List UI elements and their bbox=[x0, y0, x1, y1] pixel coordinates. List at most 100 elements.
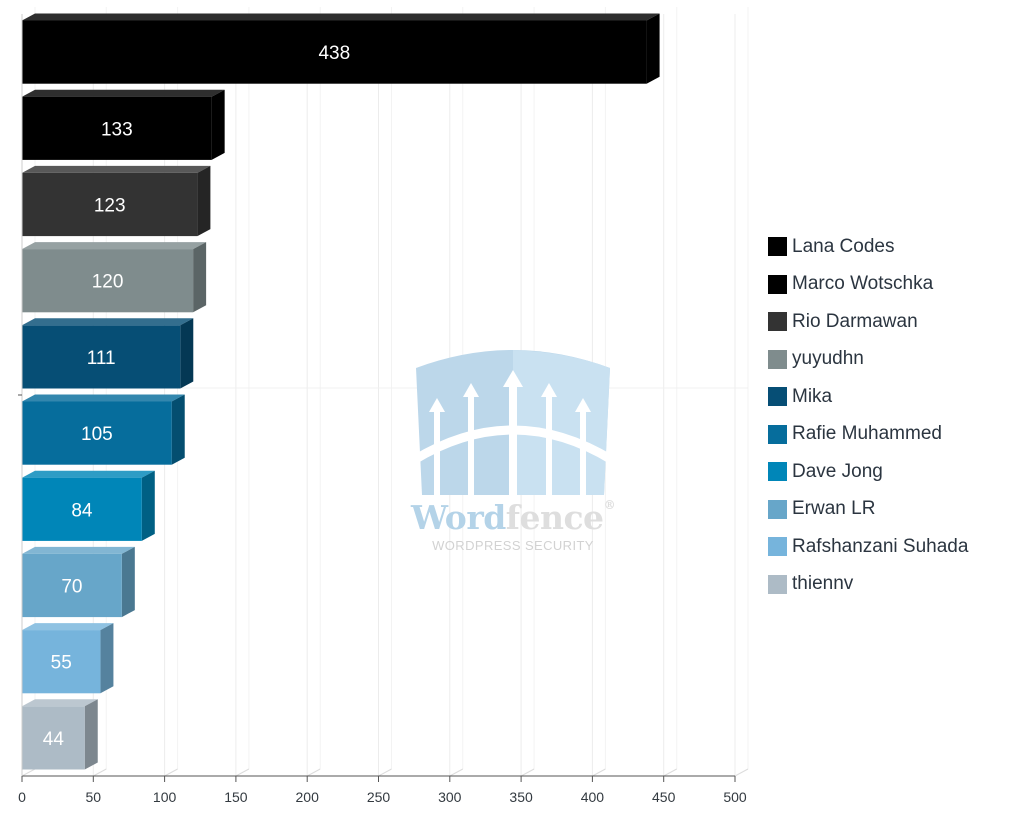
x-tick-label: 0 bbox=[18, 789, 26, 805]
legend-swatch bbox=[768, 424, 787, 444]
x-tick-label: 350 bbox=[509, 789, 533, 805]
legend-swatch bbox=[768, 574, 787, 594]
legend-swatch bbox=[768, 462, 787, 482]
bar-top-face bbox=[22, 165, 211, 173]
bars bbox=[22, 13, 660, 770]
legend-label: Marco Wotschka bbox=[792, 273, 934, 295]
bar-value-label: 133 bbox=[101, 119, 133, 140]
bar bbox=[22, 89, 225, 160]
bar-value-label: 120 bbox=[92, 272, 124, 293]
bar-top-face bbox=[22, 470, 155, 478]
legend-label: Erwan LR bbox=[792, 498, 876, 520]
bar-front-face bbox=[22, 172, 198, 237]
bar-side-face bbox=[121, 546, 135, 618]
bar-front-face bbox=[22, 706, 85, 770]
legend-label: thiennv bbox=[792, 573, 854, 595]
bar-value-label: 55 bbox=[51, 653, 72, 674]
bar bbox=[22, 394, 185, 465]
x-tick-label: 500 bbox=[723, 789, 747, 805]
bar-side-face bbox=[141, 470, 155, 541]
legend-item: yuyudhn bbox=[768, 341, 968, 379]
legend-swatch bbox=[768, 349, 787, 369]
bar-top-face bbox=[22, 394, 185, 402]
legend-item: Rafshanzani Suhada bbox=[768, 528, 968, 566]
legend-swatch bbox=[768, 537, 787, 557]
legend-swatch bbox=[768, 312, 787, 332]
grid-floor-line bbox=[734, 768, 749, 777]
bar-front-face bbox=[22, 477, 142, 541]
bar-front-face bbox=[22, 630, 101, 694]
x-tick-label: 150 bbox=[224, 789, 248, 805]
bar-side-face bbox=[211, 89, 225, 160]
bar-value-label: 105 bbox=[81, 424, 113, 445]
legend-swatch bbox=[768, 387, 787, 407]
grid-floor-line bbox=[93, 768, 107, 777]
legend-swatch bbox=[768, 499, 787, 519]
grid-floor-line bbox=[520, 768, 535, 777]
x-tick-label: 100 bbox=[153, 789, 177, 805]
bar-value-label: 70 bbox=[61, 577, 82, 598]
grid-floor-line bbox=[235, 768, 250, 777]
x-tick-label: 300 bbox=[438, 789, 462, 805]
grid-floor-line bbox=[306, 768, 321, 777]
bar-top-face bbox=[22, 546, 135, 554]
bar bbox=[22, 318, 194, 389]
bar-value-label: 123 bbox=[94, 196, 126, 217]
legend-label: yuyudhn bbox=[792, 348, 864, 370]
legend-label: Rafie Muhammed bbox=[792, 423, 942, 445]
bar-value-label: 44 bbox=[43, 729, 65, 750]
legend-item: Marco Wotschka bbox=[768, 266, 968, 304]
bar-value-label: 438 bbox=[318, 43, 350, 64]
bar-value-label: 111 bbox=[87, 348, 116, 369]
grid-floor-line bbox=[663, 768, 677, 777]
bar bbox=[22, 623, 114, 694]
grid-floor-line bbox=[592, 768, 606, 777]
bar-front-face bbox=[22, 96, 212, 160]
legend-item: Rio Darmawan bbox=[768, 303, 968, 341]
bar-side-face bbox=[180, 318, 194, 389]
bar bbox=[22, 242, 207, 313]
grid-floor-line bbox=[449, 768, 464, 777]
x-tick-label: 50 bbox=[86, 789, 102, 805]
bar-side-face bbox=[197, 165, 211, 237]
bar-top-face bbox=[22, 699, 98, 707]
grid-floor-line bbox=[378, 768, 392, 777]
bar-side-face bbox=[84, 699, 98, 770]
legend-item: Dave Jong bbox=[768, 453, 968, 491]
bar-side-face bbox=[171, 394, 185, 465]
x-axis: 0 50 100 150 200 250 300 350 400 450 500 bbox=[18, 14, 747, 805]
x-tick-label: 450 bbox=[652, 789, 676, 805]
bar-side-face bbox=[646, 13, 660, 84]
x-tick-label: 400 bbox=[581, 789, 605, 805]
bar-top-face bbox=[22, 89, 225, 97]
x-tick-label: 250 bbox=[367, 789, 391, 805]
legend-item: Mika bbox=[768, 378, 968, 416]
bar-front-face bbox=[22, 553, 122, 618]
grid-floor-line bbox=[164, 768, 178, 777]
bar-side-face bbox=[193, 242, 207, 313]
legend-label: Lana Codes bbox=[792, 235, 895, 257]
x-tick-label: 200 bbox=[296, 789, 320, 805]
bar-front-face bbox=[22, 249, 194, 313]
bar bbox=[22, 470, 155, 541]
bar-top-face bbox=[22, 623, 114, 631]
legend-item: Lana Codes bbox=[768, 228, 968, 266]
bar-value-label: 84 bbox=[71, 500, 93, 521]
bar bbox=[22, 13, 660, 84]
legend-item: thiennv bbox=[768, 566, 968, 604]
grid-floor-line bbox=[21, 768, 36, 777]
bar-front-face bbox=[22, 401, 172, 465]
legend-item: Rafie Muhammed bbox=[768, 416, 968, 454]
bar-top-face bbox=[22, 242, 207, 250]
bar-front-face bbox=[22, 20, 647, 84]
legend-swatch bbox=[768, 237, 787, 257]
legend-swatch bbox=[768, 274, 787, 294]
bar-top-face bbox=[22, 318, 194, 326]
bar-top-face bbox=[22, 13, 660, 21]
legend-label: Dave Jong bbox=[792, 460, 883, 482]
legend: Lana Codes Marco Wotschka Rio Darmawan yuyu… bbox=[768, 228, 968, 603]
legend-label: Mika bbox=[792, 385, 833, 407]
bar-side-face bbox=[100, 623, 114, 694]
legend-label: Rio Darmawan bbox=[792, 310, 918, 332]
